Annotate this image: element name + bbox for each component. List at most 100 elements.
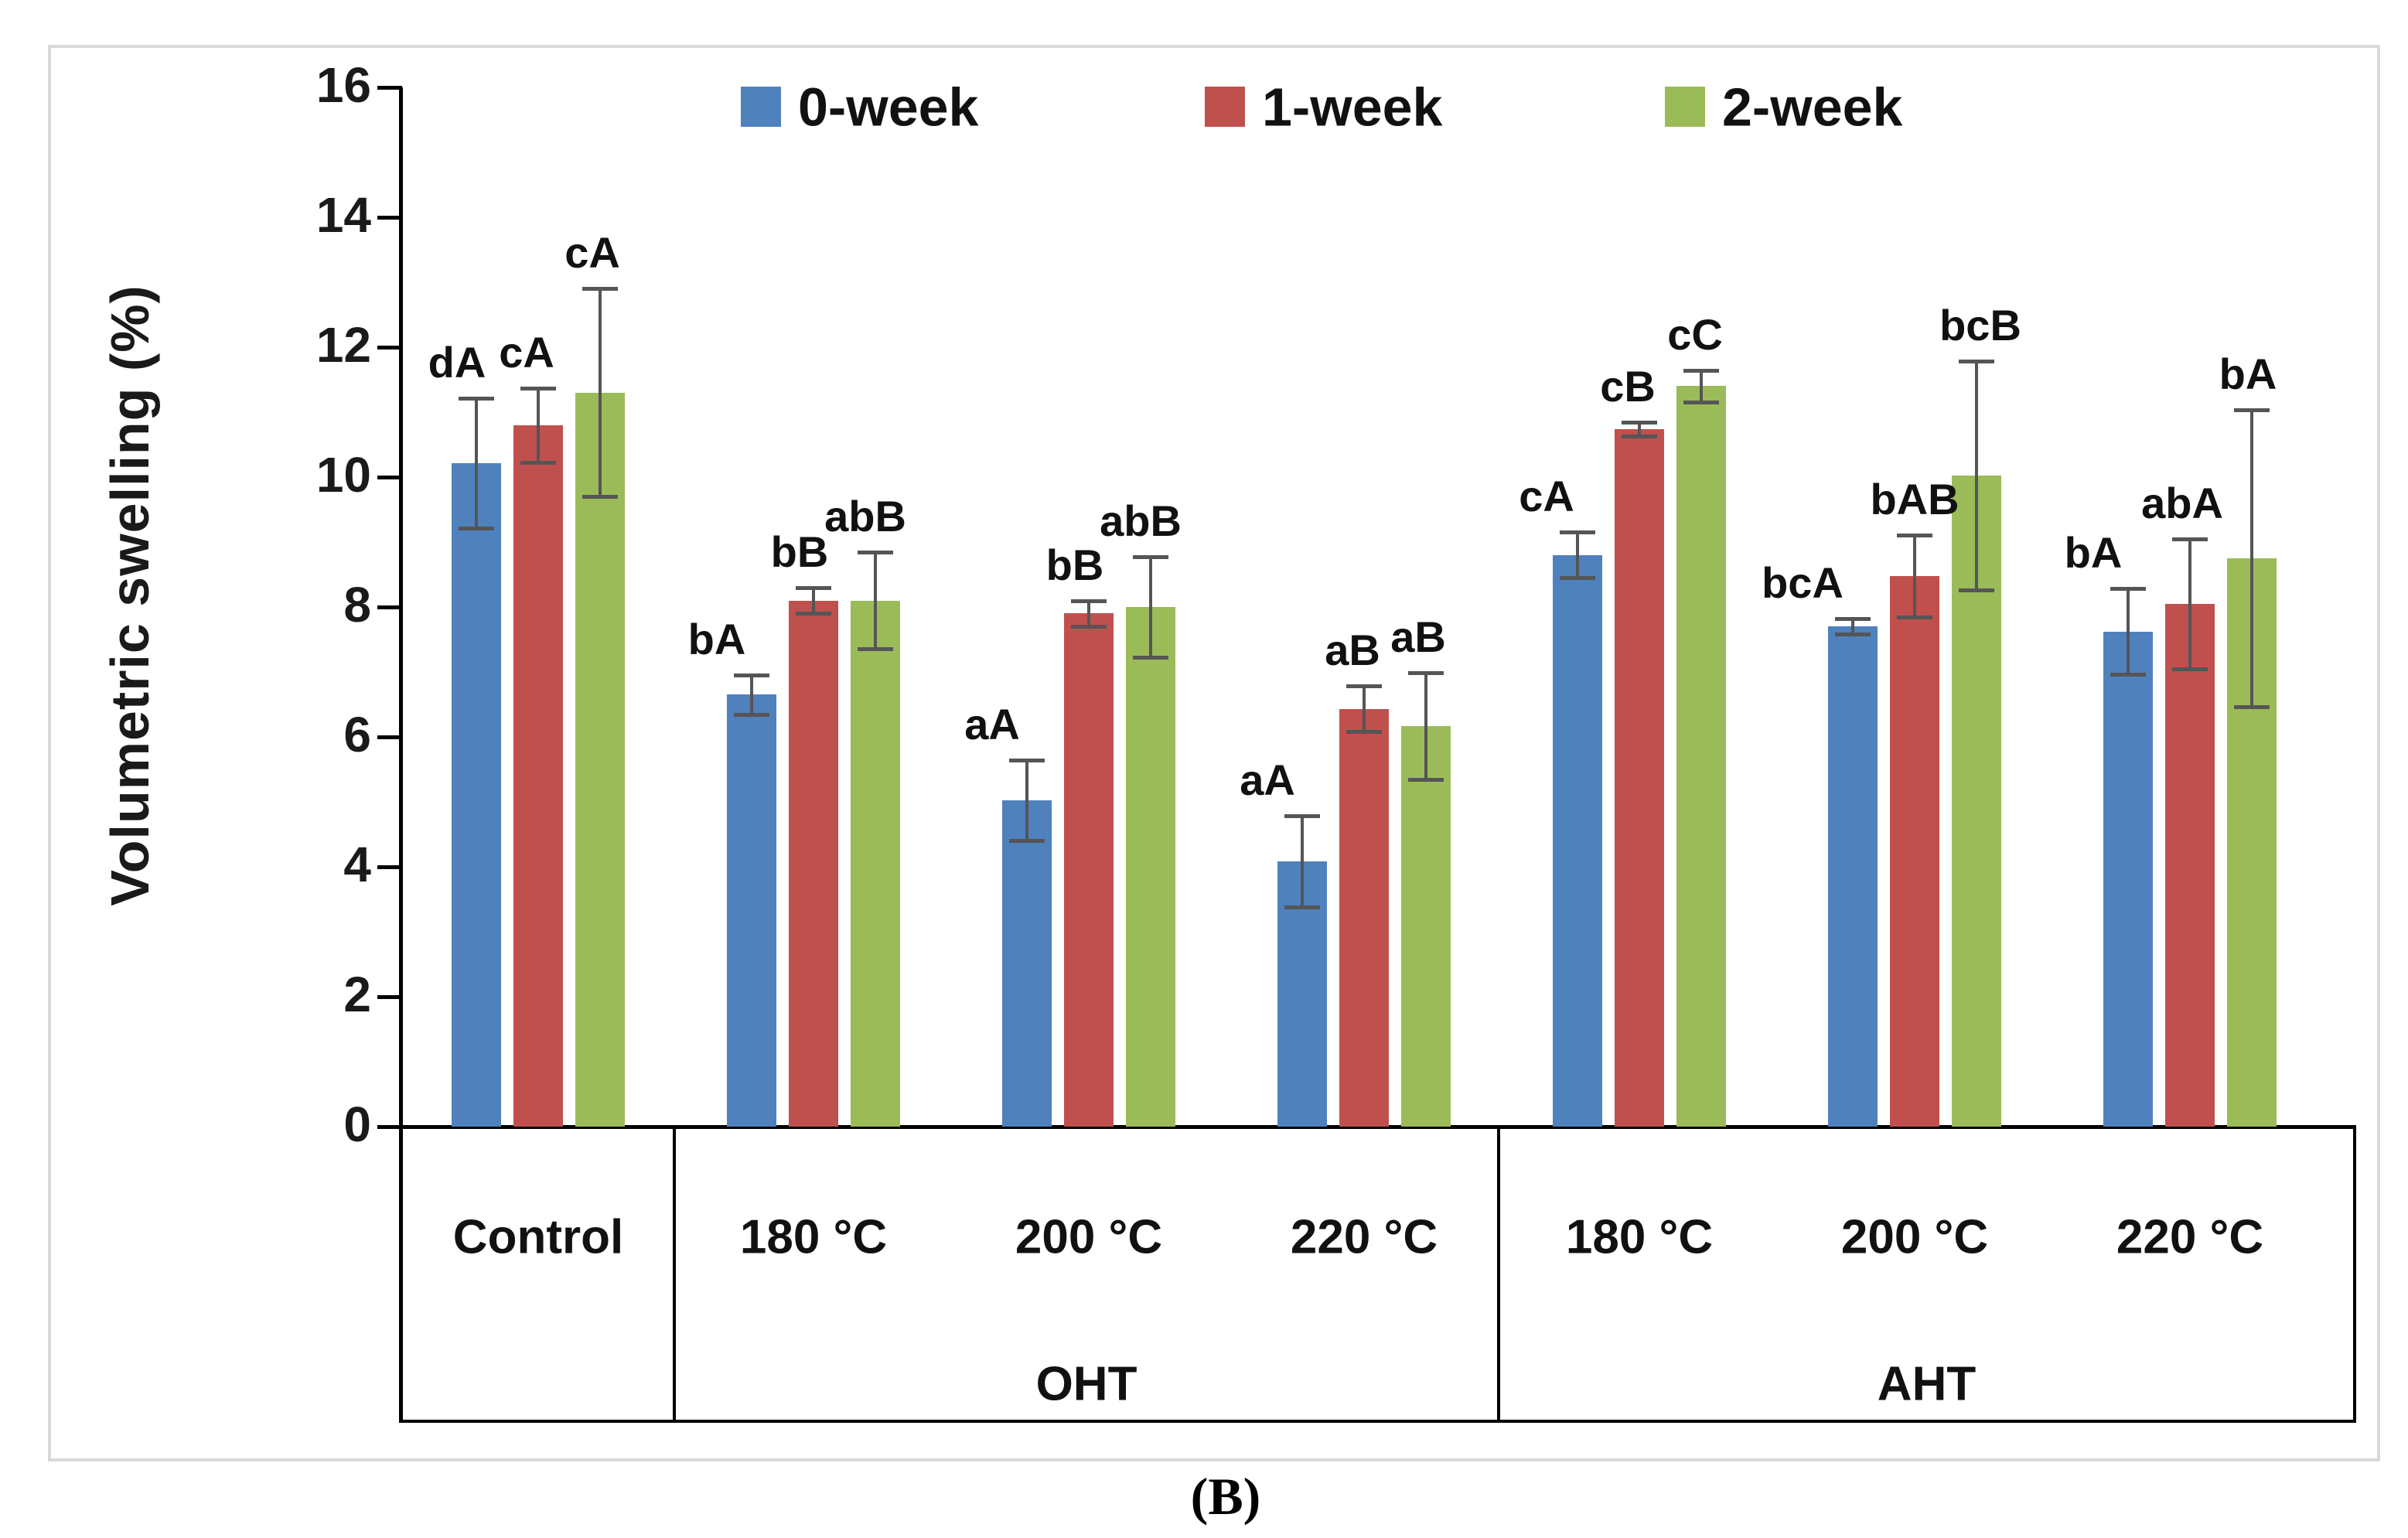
bar-0-week-Control <box>452 462 501 1127</box>
error-bar-cap-bottom <box>796 612 831 616</box>
y-tick-label: 0 <box>343 1096 371 1153</box>
error-bar-line <box>1913 534 1916 617</box>
error-bar-line <box>1025 760 1028 841</box>
error-bar-line <box>1149 557 1152 657</box>
y-tick-label: 8 <box>343 577 371 633</box>
error-bar-line <box>1576 532 1579 578</box>
category-label-Control: Control <box>452 1210 624 1264</box>
error-bar-cap-top <box>1284 814 1320 819</box>
sig-label: cA <box>564 228 620 278</box>
legend-swatch-icon <box>741 87 781 127</box>
sig-label: abA <box>2141 478 2223 527</box>
error-bar-cap-top <box>459 396 494 401</box>
error-bar-cap-bottom <box>2234 704 2270 709</box>
error-bar-cap-bottom <box>1071 625 1107 629</box>
y-tick-label: 12 <box>315 317 371 373</box>
y-tick-mark <box>377 995 402 999</box>
error-bar-cap-top <box>1071 598 1107 603</box>
error-bar-line <box>750 675 753 714</box>
sig-label: cA <box>499 327 554 377</box>
error-bar-cap-bottom <box>2110 673 2146 677</box>
bar-0-week-200 °C <box>1002 800 1052 1127</box>
y-tick-mark <box>377 346 402 350</box>
error-bar-line <box>2250 410 2253 707</box>
sig-label: aB <box>1325 626 1380 675</box>
table-vertical-line <box>1497 1127 1500 1421</box>
bar-2-week-220 °C <box>1401 725 1451 1127</box>
legend-label: 2-week <box>1722 77 1903 138</box>
y-tick-label: 2 <box>343 967 371 1023</box>
bar-1-week-220 °C <box>1339 708 1389 1127</box>
error-bar-cap-bottom <box>1284 905 1320 910</box>
sig-label: aB <box>1390 612 1446 661</box>
figure-caption: (B) <box>1190 1467 1261 1526</box>
y-tick-mark <box>377 216 402 220</box>
bar-1-week-Control <box>513 425 563 1127</box>
error-bar-line <box>1301 816 1304 908</box>
error-bar-cap-bottom <box>1560 576 1595 581</box>
bar-0-week-180 °C <box>727 694 776 1127</box>
bar-1-week-200 °C <box>1890 575 1939 1127</box>
error-bar-cap-top <box>1346 684 1382 689</box>
error-bar-cap-bottom <box>1683 400 1719 404</box>
y-tick-label: 10 <box>315 447 371 503</box>
sig-label: bA <box>687 615 746 664</box>
error-bar-cap-bottom <box>459 526 494 530</box>
y-axis-line <box>399 87 403 1421</box>
category-label-220 °C: 220 °C <box>1290 1210 1438 1264</box>
sig-label: aA <box>964 700 1020 749</box>
table-vertical-line <box>2353 1127 2356 1421</box>
error-bar-line <box>1087 600 1090 627</box>
error-bar-line <box>599 288 602 497</box>
sig-label: bcA <box>1762 558 1844 608</box>
error-bar-cap-top <box>1009 759 1045 763</box>
sig-label: dA <box>428 337 486 387</box>
y-axis-title: Volumetric swelling (%) <box>100 285 160 906</box>
bar-1-week-200 °C <box>1064 613 1114 1127</box>
error-bar-line <box>1638 421 1641 437</box>
x-axis-line <box>399 1125 2356 1129</box>
error-bar-cap-bottom <box>582 495 618 500</box>
error-bar-cap-top <box>582 287 618 292</box>
category-label-200 °C: 200 °C <box>1840 1210 1989 1264</box>
table-bottom-line <box>399 1420 2356 1423</box>
bar-1-week-180 °C <box>1615 428 1664 1127</box>
error-bar-cap-bottom <box>1408 777 1444 782</box>
error-bar-cap-top <box>734 674 769 678</box>
y-tick-label: 4 <box>343 837 371 893</box>
y-tick-label: 16 <box>315 57 371 114</box>
y-tick-mark <box>377 476 402 479</box>
category-label-200 °C: 200 °C <box>1015 1210 1163 1264</box>
error-bar-cap-top <box>1897 533 1932 537</box>
bar-2-week-180 °C <box>851 600 900 1127</box>
sig-label: bA <box>2064 528 2123 578</box>
sig-label: cA <box>1519 472 1574 521</box>
error-bar-cap-top <box>1622 420 1657 425</box>
error-bar-cap-bottom <box>1622 435 1657 439</box>
error-bar-cap-top <box>1560 530 1595 535</box>
sig-label: bB <box>1045 540 1104 589</box>
error-bar-line <box>475 397 478 528</box>
error-bar-line <box>874 552 877 649</box>
y-tick-label: 6 <box>343 707 371 763</box>
group-header-OHT: OHT <box>1035 1357 1137 1411</box>
error-bar-cap-top <box>2234 408 2270 413</box>
legend-label: 1-week <box>1262 77 1443 138</box>
error-bar-cap-top <box>2172 537 2208 541</box>
error-bar-cap-bottom <box>1835 633 1871 637</box>
bar-0-week-180 °C <box>1553 554 1602 1127</box>
bar-1-week-180 °C <box>789 600 838 1127</box>
error-bar-cap-top <box>1683 369 1719 373</box>
error-bar-cap-bottom <box>1897 615 1932 619</box>
error-bar-line <box>2188 538 2191 669</box>
sig-label: bA <box>2219 350 2277 399</box>
sig-label: bB <box>770 527 829 576</box>
y-tick-mark <box>377 735 402 739</box>
error-bar-cap-top <box>520 386 556 390</box>
sig-label: cB <box>1600 361 1656 411</box>
error-bar-line <box>1851 619 1854 635</box>
category-label-180 °C: 180 °C <box>739 1210 888 1264</box>
error-bar-cap-top <box>1835 617 1871 622</box>
legend-swatch-icon <box>1205 87 1245 127</box>
error-bar-cap-top <box>858 551 893 555</box>
